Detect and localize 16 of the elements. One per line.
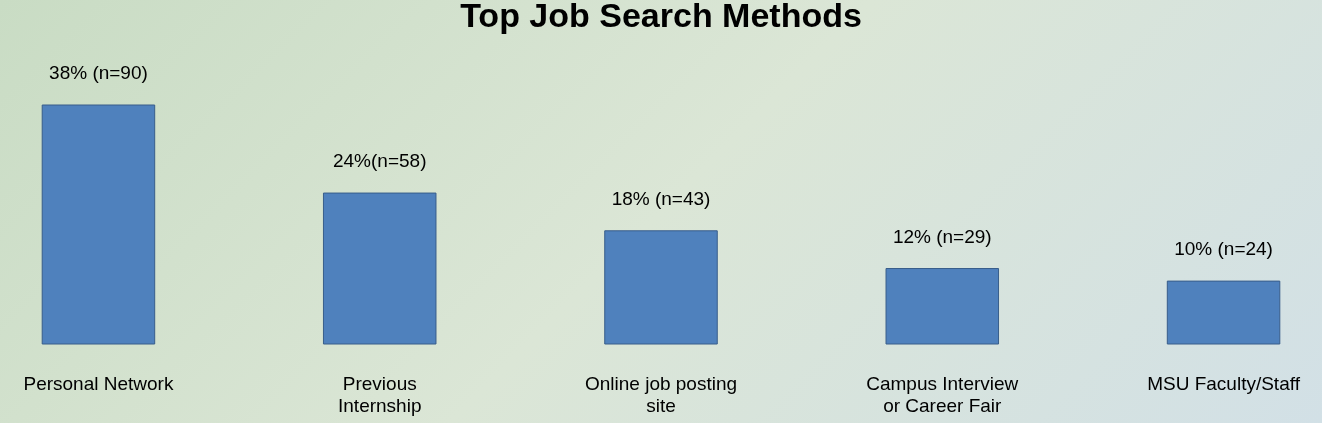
x-tick-label: Campus Interview or Career Fair <box>866 372 1019 416</box>
data-label: 12% (n=29) <box>892 225 992 247</box>
bar <box>1166 280 1281 345</box>
x-tick-label: Personal Network <box>23 372 174 394</box>
x-tick-label: Online job posting site <box>584 372 738 416</box>
data-label: 38% (n=90) <box>49 62 148 83</box>
bar <box>604 230 718 345</box>
chart-title: Top Job Search Methods <box>460 0 862 34</box>
x-tick-label: Previous Internship <box>338 372 422 416</box>
x-tick-label: MSU Faculty/Staff <box>1147 372 1301 394</box>
bar <box>885 268 1000 345</box>
data-label: 24%(n=58) <box>332 150 427 172</box>
bar <box>322 192 437 345</box>
data-label: 10% (n=24) <box>1174 238 1273 260</box>
data-label: 18% (n=43) <box>611 187 711 209</box>
bar <box>41 104 156 345</box>
